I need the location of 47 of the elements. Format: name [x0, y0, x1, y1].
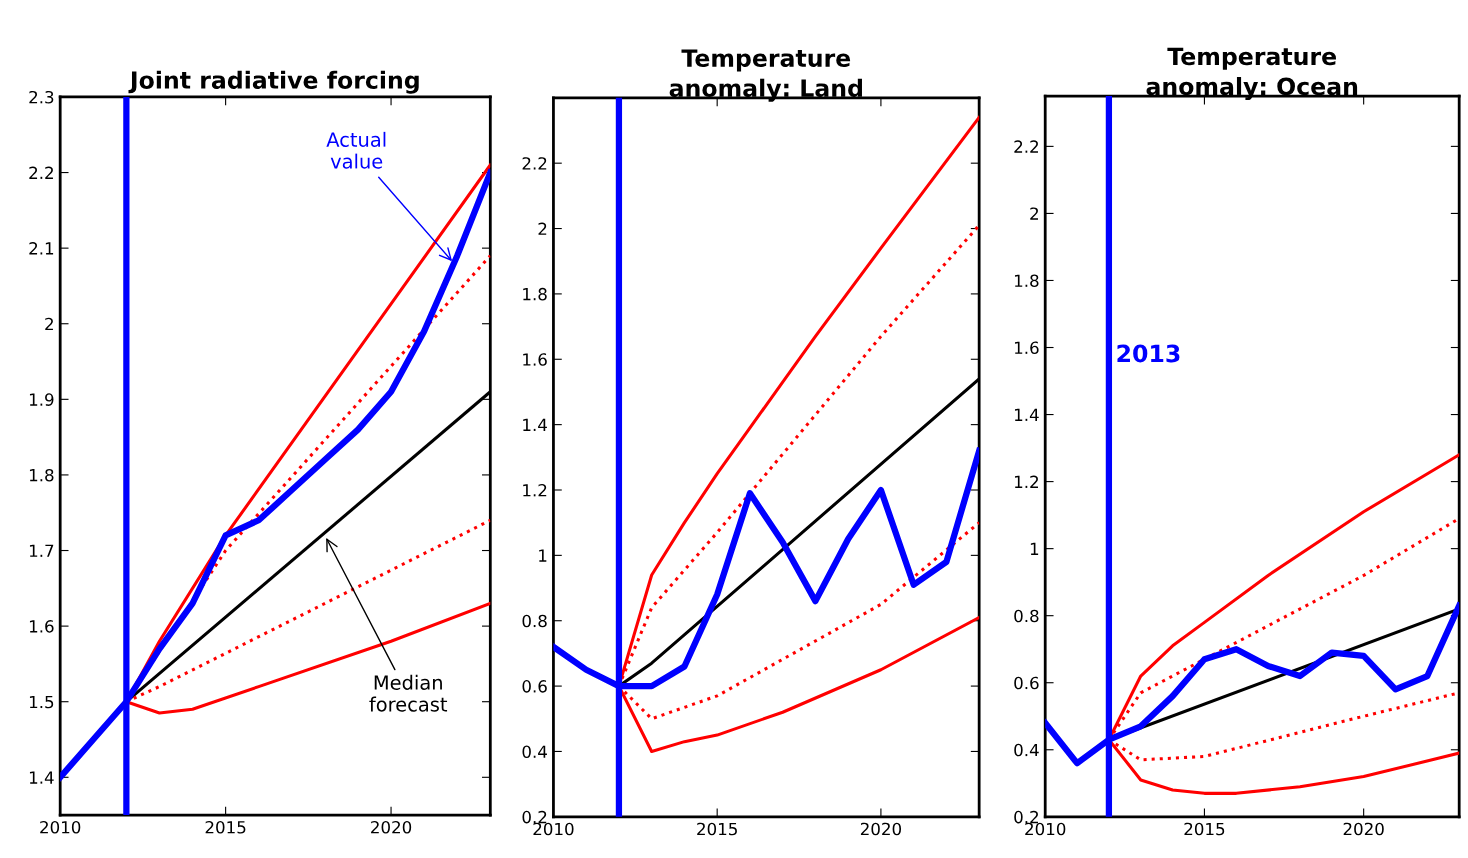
- y-tick-label: 1.5: [29, 695, 54, 709]
- y-tick-label: 1.4: [29, 771, 54, 784]
- chart-title: Temperature anomaly: Land: [669, 49, 862, 102]
- y-tick-label: 1.8: [29, 468, 54, 482]
- annotation: Actual value: [326, 131, 386, 169]
- y-tick-label: 1.7: [29, 544, 54, 557]
- y-tick-label: 0.8: [1014, 609, 1039, 623]
- annotation: Median forecast: [369, 674, 448, 712]
- y-tick-label: 1.4: [1014, 408, 1039, 421]
- chart-title: Temperature anomaly: Ocean: [1146, 47, 1358, 101]
- x-tick-label: 2010: [533, 822, 574, 836]
- y-tick-label: 1.6: [523, 353, 547, 366]
- y-tick-label: 1.8: [523, 287, 547, 301]
- y-tick-label: 1.6: [1014, 341, 1039, 355]
- y-tick-label: 2: [1030, 207, 1038, 220]
- annotation: 2013: [1117, 344, 1180, 363]
- x-tick-label: 2010: [1025, 822, 1066, 836]
- y-tick-label: 1.4: [523, 418, 547, 431]
- y-tick-label: 0.8: [522, 614, 547, 628]
- y-tick-label: 2.3: [29, 90, 54, 104]
- y-tick-label: 0.2: [1014, 810, 1038, 824]
- y-tick-label: 1.8: [1014, 274, 1039, 288]
- y-tick-label: 2.2: [522, 157, 547, 170]
- y-tick-label: 2: [538, 222, 547, 235]
- y-tick-label: 1.2: [523, 483, 547, 497]
- x-tick-label: 2015: [697, 822, 737, 836]
- y-tick-label: 2.2: [29, 166, 53, 179]
- x-tick-label: 2020: [860, 822, 902, 836]
- chart-title: Joint radiative forcing: [128, 70, 419, 94]
- y-tick-label: 1: [539, 549, 547, 562]
- y-tick-label: 1.2: [1014, 475, 1038, 488]
- y-tick-label: 0.4: [1014, 743, 1039, 757]
- y-tick-label: 1: [1030, 542, 1039, 555]
- x-tick-label: 2010: [40, 820, 81, 834]
- x-tick-label: 2020: [371, 820, 412, 834]
- y-tick-label: 0.6: [522, 680, 547, 693]
- y-tick-label: 0.2: [522, 810, 547, 824]
- x-tick-label: 2015: [1184, 822, 1225, 836]
- x-tick-label: 2015: [205, 820, 246, 834]
- y-tick-label: 0.4: [522, 745, 547, 759]
- y-tick-label: 2.2: [1014, 140, 1038, 153]
- y-tick-label: 1.6: [29, 620, 54, 633]
- y-tick-label: 2.1: [29, 242, 54, 255]
- y-tick-label: 2: [45, 317, 53, 331]
- y-tick-label: 0.6: [1014, 676, 1039, 690]
- y-tick-label: 1.9: [29, 393, 54, 406]
- x-tick-label: 2020: [1343, 822, 1384, 836]
